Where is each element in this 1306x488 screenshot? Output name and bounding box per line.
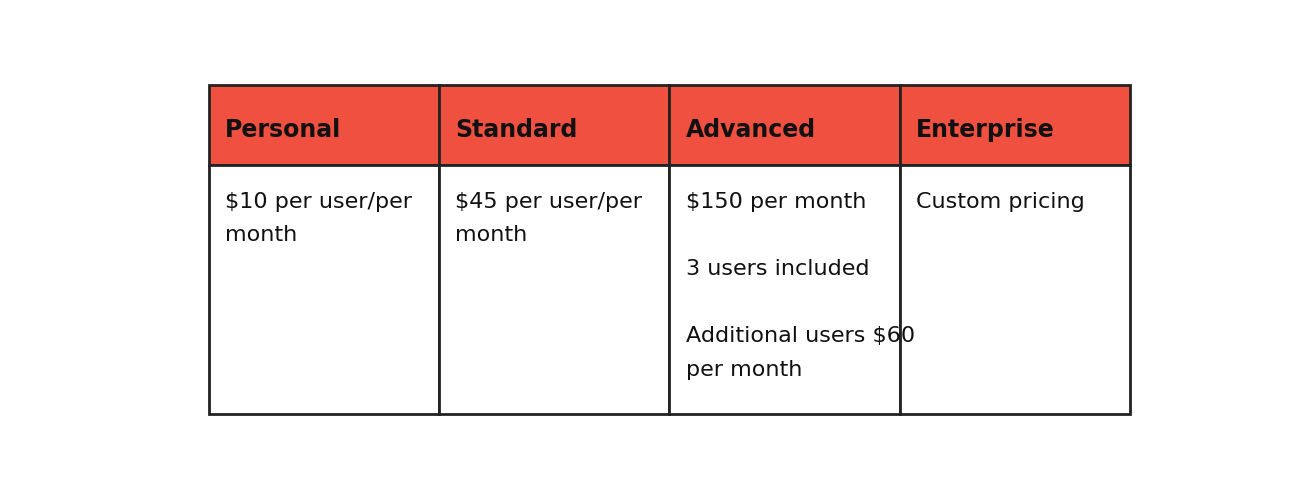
Bar (439, 165, 670, 414)
Bar (900, 85, 1130, 165)
Text: $150 per month

3 users included

Additional users $60
per month: $150 per month 3 users included Addition… (686, 192, 914, 380)
Text: Advanced: Advanced (686, 118, 816, 142)
Text: Custom pricing: Custom pricing (916, 192, 1084, 212)
Text: $45 per user/per
month: $45 per user/per month (456, 192, 643, 245)
Text: $10 per user/per
month: $10 per user/per month (225, 192, 411, 245)
Bar (209, 85, 439, 165)
Bar (439, 85, 670, 165)
Text: Standard: Standard (456, 118, 577, 142)
Bar (670, 165, 900, 414)
Text: Enterprise: Enterprise (916, 118, 1054, 142)
Bar (670, 85, 900, 165)
Text: Personal: Personal (225, 118, 341, 142)
Bar (209, 165, 439, 414)
Bar (900, 165, 1130, 414)
